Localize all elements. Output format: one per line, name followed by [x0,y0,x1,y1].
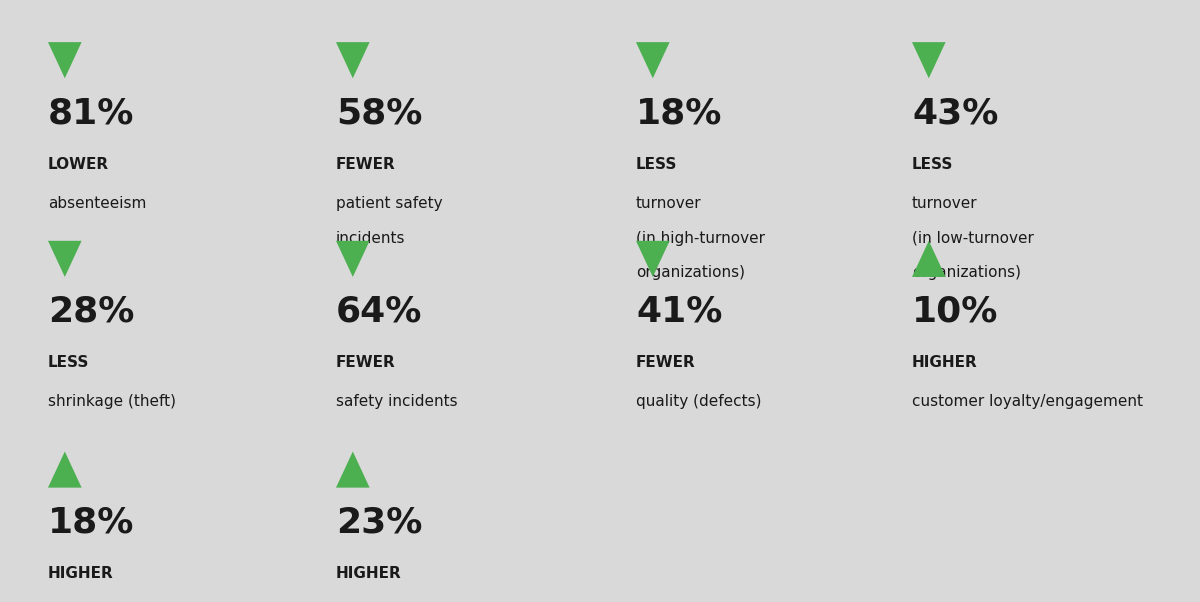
Text: 18%: 18% [48,506,134,539]
Text: organizations): organizations) [912,265,1021,281]
Text: 10%: 10% [912,295,998,329]
Text: 41%: 41% [636,295,722,329]
Text: 81%: 81% [48,96,134,130]
Polygon shape [48,452,82,488]
Text: HIGHER: HIGHER [336,566,402,581]
Text: 43%: 43% [912,96,998,130]
Text: 23%: 23% [336,506,422,539]
Text: shrinkage (theft): shrinkage (theft) [48,394,176,409]
Polygon shape [48,241,82,277]
Text: patient safety: patient safety [336,196,443,211]
Text: quality (defects): quality (defects) [636,394,762,409]
Text: incidents: incidents [336,231,406,246]
Text: customer loyalty/engagement: customer loyalty/engagement [912,394,1142,409]
Text: LESS: LESS [912,157,953,172]
Polygon shape [48,42,82,78]
Text: 28%: 28% [48,295,134,329]
Text: (in high-turnover: (in high-turnover [636,231,766,246]
Polygon shape [636,42,670,78]
Text: LESS: LESS [636,157,677,172]
Text: 58%: 58% [336,96,422,130]
Text: turnover: turnover [912,196,978,211]
Text: FEWER: FEWER [336,157,396,172]
Polygon shape [336,452,370,488]
Text: HIGHER: HIGHER [912,355,978,370]
Text: turnover: turnover [636,196,702,211]
Text: absenteeism: absenteeism [48,196,146,211]
Text: safety incidents: safety incidents [336,394,457,409]
Polygon shape [636,241,670,277]
Polygon shape [912,42,946,78]
Text: organizations): organizations) [636,265,745,281]
Text: LESS: LESS [48,355,89,370]
Polygon shape [336,241,370,277]
Text: FEWER: FEWER [336,355,396,370]
Text: FEWER: FEWER [636,355,696,370]
Text: (in low-turnover: (in low-turnover [912,231,1034,246]
Text: LOWER: LOWER [48,157,109,172]
Text: HIGHER: HIGHER [48,566,114,581]
Polygon shape [336,42,370,78]
Polygon shape [912,241,946,277]
Text: 18%: 18% [636,96,722,130]
Text: 64%: 64% [336,295,422,329]
